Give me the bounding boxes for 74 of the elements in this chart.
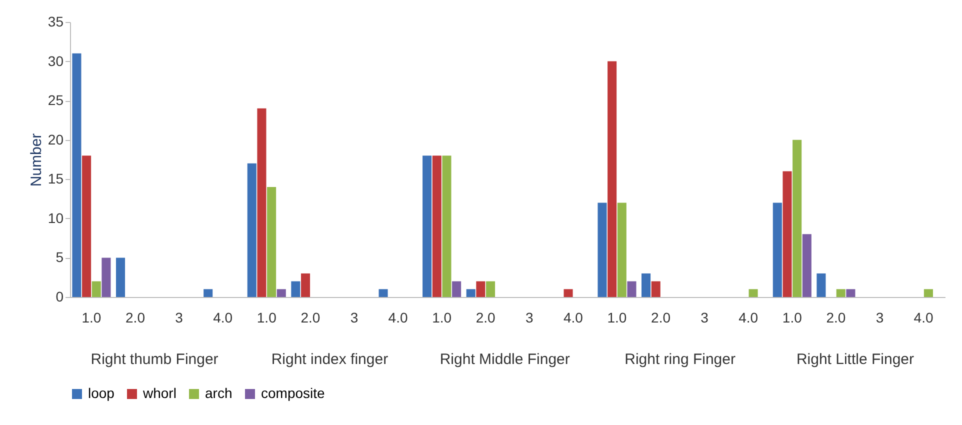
x-tick-label: 3 — [700, 310, 709, 326]
x-tick-label: 2.0 — [651, 310, 671, 326]
bar — [782, 171, 792, 297]
bar — [792, 140, 802, 297]
y-tick-label: 15 — [48, 170, 64, 187]
bar — [802, 234, 812, 297]
x-tick-label: 1.0 — [782, 310, 802, 326]
x-tick-label: 2.0 — [300, 310, 320, 326]
bar — [257, 108, 266, 297]
bar — [204, 289, 213, 297]
x-tick-label: 3 — [350, 310, 358, 326]
bar — [816, 273, 826, 297]
x-tick-label: 3 — [876, 310, 884, 326]
y-tick-label: 30 — [48, 52, 64, 69]
legend-label: loop — [88, 385, 115, 401]
x-tick-label: 4.0 — [213, 310, 233, 326]
bar — [452, 281, 462, 297]
x-tick-label: 3 — [526, 310, 534, 326]
bar — [608, 61, 617, 297]
text: Right ring Finger — [624, 351, 736, 368]
bar — [72, 53, 82, 297]
x-tick-label: 4.0 — [388, 310, 408, 326]
x-tick-label: 1.0 — [607, 310, 627, 326]
y-tick-label: 25 — [48, 92, 64, 108]
bar — [924, 289, 933, 297]
bar — [422, 156, 432, 297]
y-tick-label: 35 — [48, 14, 64, 30]
x-tick-label: 4.0 — [914, 310, 934, 326]
bar — [476, 281, 486, 297]
bar — [564, 289, 573, 297]
bar — [466, 289, 476, 297]
bar — [651, 281, 660, 297]
text: Right index finger — [271, 351, 388, 368]
y-tick-label: 5 — [56, 249, 64, 266]
text: Right Little Finger — [796, 351, 914, 368]
x-tick-label: 4.0 — [738, 310, 758, 326]
bar — [772, 202, 782, 297]
x-tick-label: 2.0 — [826, 310, 846, 326]
bar — [486, 281, 496, 297]
bar — [378, 289, 388, 297]
x-tick-label: 1.0 — [82, 310, 102, 326]
bar — [836, 289, 846, 297]
bar — [291, 281, 300, 297]
y-tick-label: 10 — [48, 210, 64, 226]
x-tick-label: 2.0 — [476, 310, 496, 326]
bar — [116, 258, 126, 297]
bar — [247, 163, 256, 297]
bar — [432, 156, 442, 297]
x-tick-label: 4.0 — [563, 310, 584, 326]
y-axis-title: Number — [28, 133, 45, 187]
bar — [442, 156, 452, 297]
y-tick-label: 0 — [56, 288, 64, 304]
bar — [102, 258, 111, 297]
bar — [617, 202, 626, 297]
bar — [598, 202, 607, 297]
bar — [748, 289, 758, 297]
legend-label: whorl — [142, 385, 176, 401]
x-tick-label: 1.0 — [432, 310, 452, 326]
bar — [627, 281, 636, 297]
text: Right Middle Finger — [440, 351, 570, 368]
x-tick-label: 3 — [175, 310, 184, 326]
x-tick-label: 2.0 — [126, 310, 146, 326]
legend-label: arch — [205, 385, 232, 401]
bar — [92, 281, 101, 297]
legend-label: composite — [261, 385, 326, 401]
x-tick-label: 1.0 — [256, 310, 277, 326]
text: Right thumb Finger — [90, 351, 218, 368]
y-tick-label: 20 — [48, 131, 64, 148]
bar — [846, 289, 856, 297]
bar — [642, 273, 651, 297]
bar — [267, 187, 276, 297]
bar — [300, 273, 310, 297]
bar — [276, 289, 286, 297]
bar — [82, 156, 92, 297]
